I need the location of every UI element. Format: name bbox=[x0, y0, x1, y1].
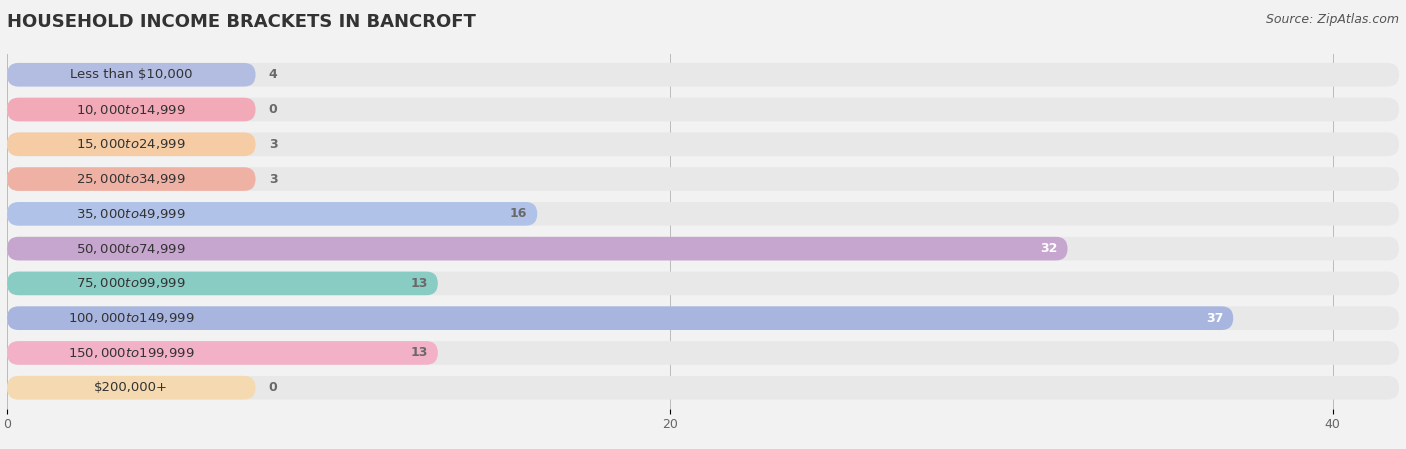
FancyBboxPatch shape bbox=[7, 63, 256, 87]
FancyBboxPatch shape bbox=[7, 306, 1233, 330]
Text: $75,000 to $99,999: $75,000 to $99,999 bbox=[76, 277, 186, 291]
Text: 37: 37 bbox=[1206, 312, 1223, 325]
FancyBboxPatch shape bbox=[7, 376, 256, 400]
Text: 16: 16 bbox=[510, 207, 527, 220]
FancyBboxPatch shape bbox=[7, 167, 1399, 191]
FancyBboxPatch shape bbox=[7, 306, 1399, 330]
FancyBboxPatch shape bbox=[7, 132, 256, 156]
Text: $100,000 to $149,999: $100,000 to $149,999 bbox=[67, 311, 194, 325]
Text: $25,000 to $34,999: $25,000 to $34,999 bbox=[76, 172, 186, 186]
Text: HOUSEHOLD INCOME BRACKETS IN BANCROFT: HOUSEHOLD INCOME BRACKETS IN BANCROFT bbox=[7, 13, 475, 31]
FancyBboxPatch shape bbox=[7, 237, 1399, 260]
Text: $50,000 to $74,999: $50,000 to $74,999 bbox=[76, 242, 186, 255]
Text: 3: 3 bbox=[269, 172, 277, 185]
FancyBboxPatch shape bbox=[7, 63, 1399, 87]
Text: 3: 3 bbox=[269, 138, 277, 151]
Text: 13: 13 bbox=[411, 277, 427, 290]
FancyBboxPatch shape bbox=[7, 341, 437, 365]
Text: $10,000 to $14,999: $10,000 to $14,999 bbox=[76, 102, 186, 117]
FancyBboxPatch shape bbox=[7, 237, 1067, 260]
Text: $200,000+: $200,000+ bbox=[94, 381, 169, 394]
FancyBboxPatch shape bbox=[7, 202, 537, 226]
Text: 32: 32 bbox=[1040, 242, 1057, 255]
FancyBboxPatch shape bbox=[7, 272, 437, 295]
Text: $35,000 to $49,999: $35,000 to $49,999 bbox=[76, 207, 186, 221]
Text: 0: 0 bbox=[269, 103, 277, 116]
Text: $150,000 to $199,999: $150,000 to $199,999 bbox=[67, 346, 194, 360]
FancyBboxPatch shape bbox=[7, 98, 1399, 121]
Text: 13: 13 bbox=[411, 347, 427, 360]
Text: $15,000 to $24,999: $15,000 to $24,999 bbox=[76, 137, 186, 151]
FancyBboxPatch shape bbox=[7, 167, 256, 191]
FancyBboxPatch shape bbox=[7, 341, 1399, 365]
FancyBboxPatch shape bbox=[7, 376, 1399, 400]
FancyBboxPatch shape bbox=[7, 202, 1399, 226]
FancyBboxPatch shape bbox=[7, 132, 1399, 156]
Text: Source: ZipAtlas.com: Source: ZipAtlas.com bbox=[1265, 13, 1399, 26]
FancyBboxPatch shape bbox=[7, 98, 256, 121]
Text: 0: 0 bbox=[269, 381, 277, 394]
FancyBboxPatch shape bbox=[7, 272, 1399, 295]
Text: Less than $10,000: Less than $10,000 bbox=[70, 68, 193, 81]
Text: 4: 4 bbox=[269, 68, 277, 81]
